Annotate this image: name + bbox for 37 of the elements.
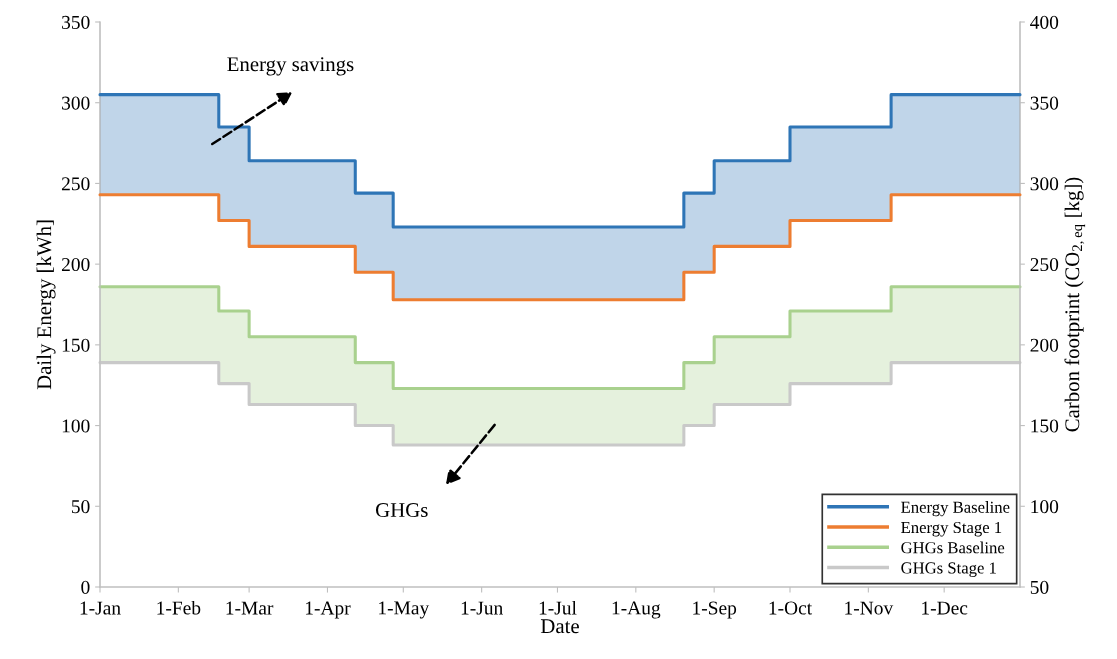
x-tick-label: 1-Mar <box>226 601 274 615</box>
y-tick-label: 250 <box>61 177 90 191</box>
y-tick-label: 150 <box>62 338 90 352</box>
y2-tick-label: 150 <box>1031 419 1059 433</box>
y2-tick-label: 300 <box>1030 177 1059 191</box>
y2-tick-label: 50 <box>1030 580 1049 594</box>
y2-axis-title: Carbon footprint (CO$_{2,eq}$ [kg]) <box>1064 177 1086 432</box>
y2-tick-label: 400 <box>1030 15 1059 29</box>
x-tick-label: 1-Feb <box>157 600 201 615</box>
x-tick-label: 1-Sep <box>693 601 737 619</box>
x-tick-label: 1-Jun <box>461 601 503 615</box>
legend-label: GHGs Stage 1 <box>901 562 996 577</box>
y-tick-label: 300 <box>62 96 90 110</box>
x-tick-label: 1-Oct <box>769 601 813 615</box>
x-tick-label: 1-Dec <box>922 601 968 615</box>
y2-tick-label: 100 <box>1031 500 1059 514</box>
y2-tick-label: 350 <box>1030 96 1059 110</box>
annotation: Energy savings <box>227 57 354 76</box>
y-tick-label: 200 <box>61 257 90 272</box>
x-tick-label: 1-Jan <box>80 601 121 615</box>
legend-label: GHGs Baseline <box>901 541 1005 554</box>
y2-tick-label: 200 <box>1030 338 1059 352</box>
x-tick-label: 1-Jul <box>539 600 577 615</box>
legend-label: Energy Baseline <box>901 501 1010 517</box>
y-tick-label: 100 <box>62 419 90 433</box>
x-tick-label: 1-May <box>379 601 430 619</box>
annotation: GHGs <box>375 503 428 518</box>
x-tick-label: 1-Aug <box>612 601 661 619</box>
y2-tick-label: 250 <box>1030 257 1059 272</box>
legend-label: Energy Stage 1 <box>901 521 1002 537</box>
x-axis-title: Date <box>540 619 579 634</box>
x-tick-label: 1-Nov <box>845 601 894 615</box>
y-tick-label: 350 <box>62 15 90 29</box>
y-tick-label: 50 <box>71 500 90 514</box>
x-tick-label: 1-Apr <box>305 601 351 619</box>
y-axis-title: Daily Energy [kWh] <box>36 220 56 390</box>
y-tick-label: 0 <box>81 580 90 594</box>
